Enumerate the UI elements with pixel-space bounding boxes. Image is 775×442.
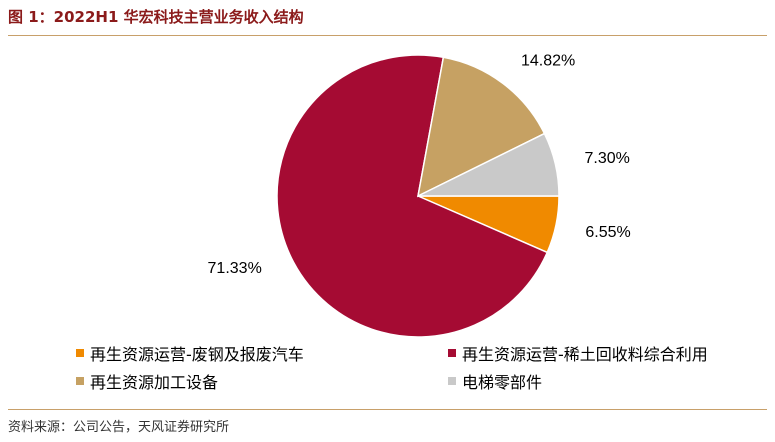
legend-swatch-processing-equipment [76,377,84,385]
data-label-elevator-parts: 7.30% [585,150,630,167]
data-label-rare-earth: 71.33% [208,260,262,277]
legend-item-elevator-parts: 电梯零部件 [448,369,542,393]
source-note: 资料来源：公司公告，天风证券研究所 [8,420,230,435]
legend-item-rare-earth: 再生资源运营-稀土回收料综合利用 [448,341,708,365]
legend-item-processing-equipment: 再生资源加工设备 [76,369,218,393]
chart-title: 图 1：2022H1 华宏科技主营业务收入结构 [8,8,304,26]
title-divider [8,35,767,36]
legend-swatch-scrap-steel [76,349,84,357]
pie-chart: 6.55% 71.33% 14.82% 7.30% [208,53,631,338]
pie-slice-elevator-parts [417,132,560,197]
data-label-scrap-steel: 6.55% [585,224,630,241]
pie-slice-rare-earth [276,54,549,338]
legend-label-elevator-parts: 电梯零部件 [462,373,543,392]
legend-label-rare-earth: 再生资源运营-稀土回收料综合利用 [462,345,708,364]
legend-label-processing-equipment: 再生资源加工设备 [90,373,219,392]
legend-label-scrap-steel: 再生资源运营-废钢及报废汽车 [90,345,304,364]
legend-swatch-elevator-parts [448,377,456,385]
data-label-processing-equipment: 14.82% [521,53,575,70]
pie-slice-processing-equipment [416,56,546,198]
legend-item-scrap-steel: 再生资源运营-废钢及报废汽车 [76,341,304,365]
footer-divider [8,409,767,410]
legend-swatch-rare-earth [448,349,456,357]
